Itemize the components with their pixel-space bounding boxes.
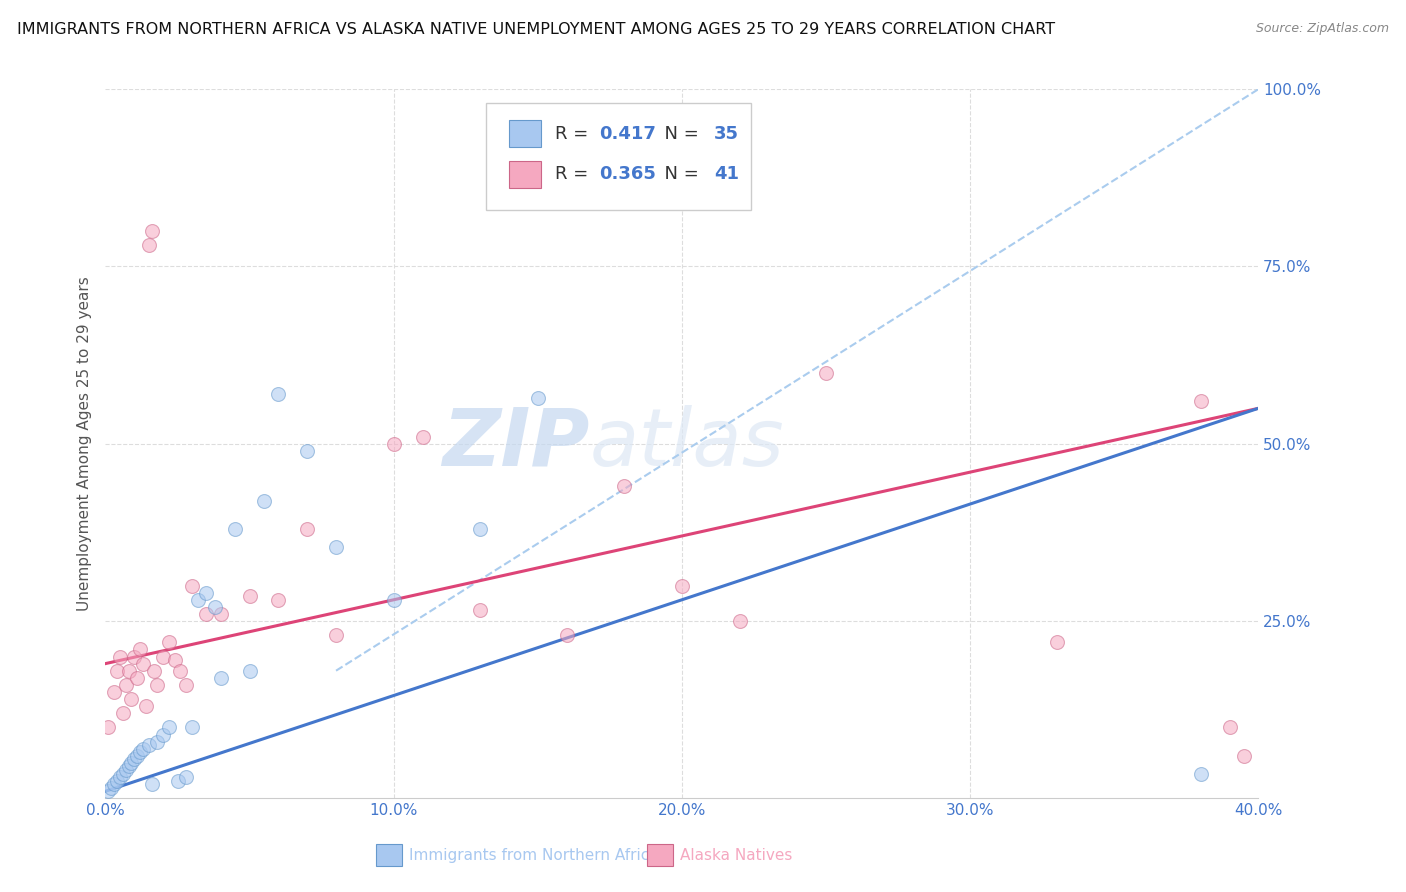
Point bbox=[180, 721, 204, 735]
Point bbox=[613, 479, 636, 493]
Point bbox=[382, 436, 405, 450]
Point bbox=[146, 678, 169, 692]
Text: Source: ZipAtlas.com: Source: ZipAtlas.com bbox=[1256, 22, 1389, 36]
Point bbox=[143, 664, 166, 678]
Point bbox=[411, 430, 433, 444]
Text: Immigrants from Northern Africa: Immigrants from Northern Africa bbox=[409, 847, 658, 863]
Point bbox=[815, 366, 838, 380]
Point bbox=[152, 727, 174, 741]
Point bbox=[325, 628, 347, 642]
FancyBboxPatch shape bbox=[509, 120, 541, 147]
Point bbox=[152, 649, 174, 664]
Point bbox=[120, 756, 142, 770]
Text: ZIP: ZIP bbox=[443, 405, 589, 483]
Text: IMMIGRANTS FROM NORTHERN AFRICA VS ALASKA NATIVE UNEMPLOYMENT AMONG AGES 25 TO 2: IMMIGRANTS FROM NORTHERN AFRICA VS ALASK… bbox=[17, 22, 1054, 37]
Point bbox=[103, 777, 125, 791]
Point bbox=[470, 522, 492, 536]
Point bbox=[100, 780, 122, 795]
Point bbox=[114, 678, 136, 692]
Point bbox=[728, 614, 751, 628]
Point bbox=[1189, 394, 1212, 409]
Point bbox=[209, 607, 232, 621]
Point bbox=[141, 777, 163, 791]
Point bbox=[555, 628, 578, 642]
Point bbox=[297, 443, 319, 458]
Point bbox=[1219, 721, 1241, 735]
Point bbox=[174, 770, 197, 784]
Point bbox=[187, 592, 209, 607]
Point bbox=[146, 734, 169, 748]
FancyBboxPatch shape bbox=[486, 103, 751, 210]
Point bbox=[127, 671, 149, 685]
Point bbox=[105, 664, 128, 678]
Point bbox=[1046, 635, 1069, 649]
Point bbox=[195, 607, 218, 621]
Point bbox=[124, 649, 146, 664]
Text: 0.417: 0.417 bbox=[599, 125, 655, 143]
Point bbox=[169, 664, 191, 678]
Point bbox=[127, 748, 149, 763]
Point bbox=[120, 692, 142, 706]
Point bbox=[163, 653, 186, 667]
Text: R =: R = bbox=[555, 165, 595, 183]
Point bbox=[132, 741, 155, 756]
FancyBboxPatch shape bbox=[377, 845, 402, 866]
Point bbox=[105, 773, 128, 788]
Text: N =: N = bbox=[654, 165, 704, 183]
Text: 35: 35 bbox=[714, 125, 740, 143]
Point bbox=[97, 784, 120, 798]
Point bbox=[267, 387, 290, 401]
Point bbox=[224, 522, 246, 536]
Point bbox=[108, 770, 131, 784]
Point bbox=[114, 763, 136, 777]
Point bbox=[204, 599, 226, 614]
Point bbox=[325, 540, 347, 554]
Point bbox=[527, 391, 550, 405]
Point bbox=[117, 664, 139, 678]
Point bbox=[135, 699, 157, 714]
Point bbox=[209, 671, 232, 685]
Point bbox=[129, 745, 152, 759]
Y-axis label: Unemployment Among Ages 25 to 29 years: Unemployment Among Ages 25 to 29 years bbox=[76, 277, 91, 611]
Point bbox=[253, 493, 276, 508]
Point bbox=[180, 579, 204, 593]
Point bbox=[157, 721, 180, 735]
Point bbox=[138, 738, 160, 752]
Point bbox=[671, 579, 693, 593]
Text: 41: 41 bbox=[714, 165, 740, 183]
Point bbox=[138, 238, 160, 252]
Point bbox=[174, 678, 197, 692]
Text: R =: R = bbox=[555, 125, 595, 143]
Point bbox=[108, 649, 131, 664]
Point bbox=[141, 224, 163, 238]
FancyBboxPatch shape bbox=[647, 845, 672, 866]
Point bbox=[132, 657, 155, 671]
Point bbox=[111, 766, 134, 780]
Point bbox=[111, 706, 134, 721]
Point bbox=[97, 721, 120, 735]
Point bbox=[470, 603, 492, 617]
Point bbox=[195, 585, 218, 599]
Point bbox=[239, 589, 262, 603]
Point bbox=[267, 592, 290, 607]
Point bbox=[117, 759, 139, 773]
Text: Alaska Natives: Alaska Natives bbox=[679, 847, 792, 863]
Point bbox=[157, 635, 180, 649]
Point bbox=[297, 522, 319, 536]
Text: atlas: atlas bbox=[589, 405, 785, 483]
FancyBboxPatch shape bbox=[509, 161, 541, 188]
Text: 0.365: 0.365 bbox=[599, 165, 655, 183]
Point bbox=[124, 752, 146, 766]
Point bbox=[1233, 748, 1256, 763]
Point bbox=[129, 642, 152, 657]
Point bbox=[239, 664, 262, 678]
Point bbox=[166, 773, 188, 788]
Text: N =: N = bbox=[654, 125, 704, 143]
Point bbox=[1189, 766, 1212, 780]
Point bbox=[382, 592, 405, 607]
Point bbox=[103, 685, 125, 699]
